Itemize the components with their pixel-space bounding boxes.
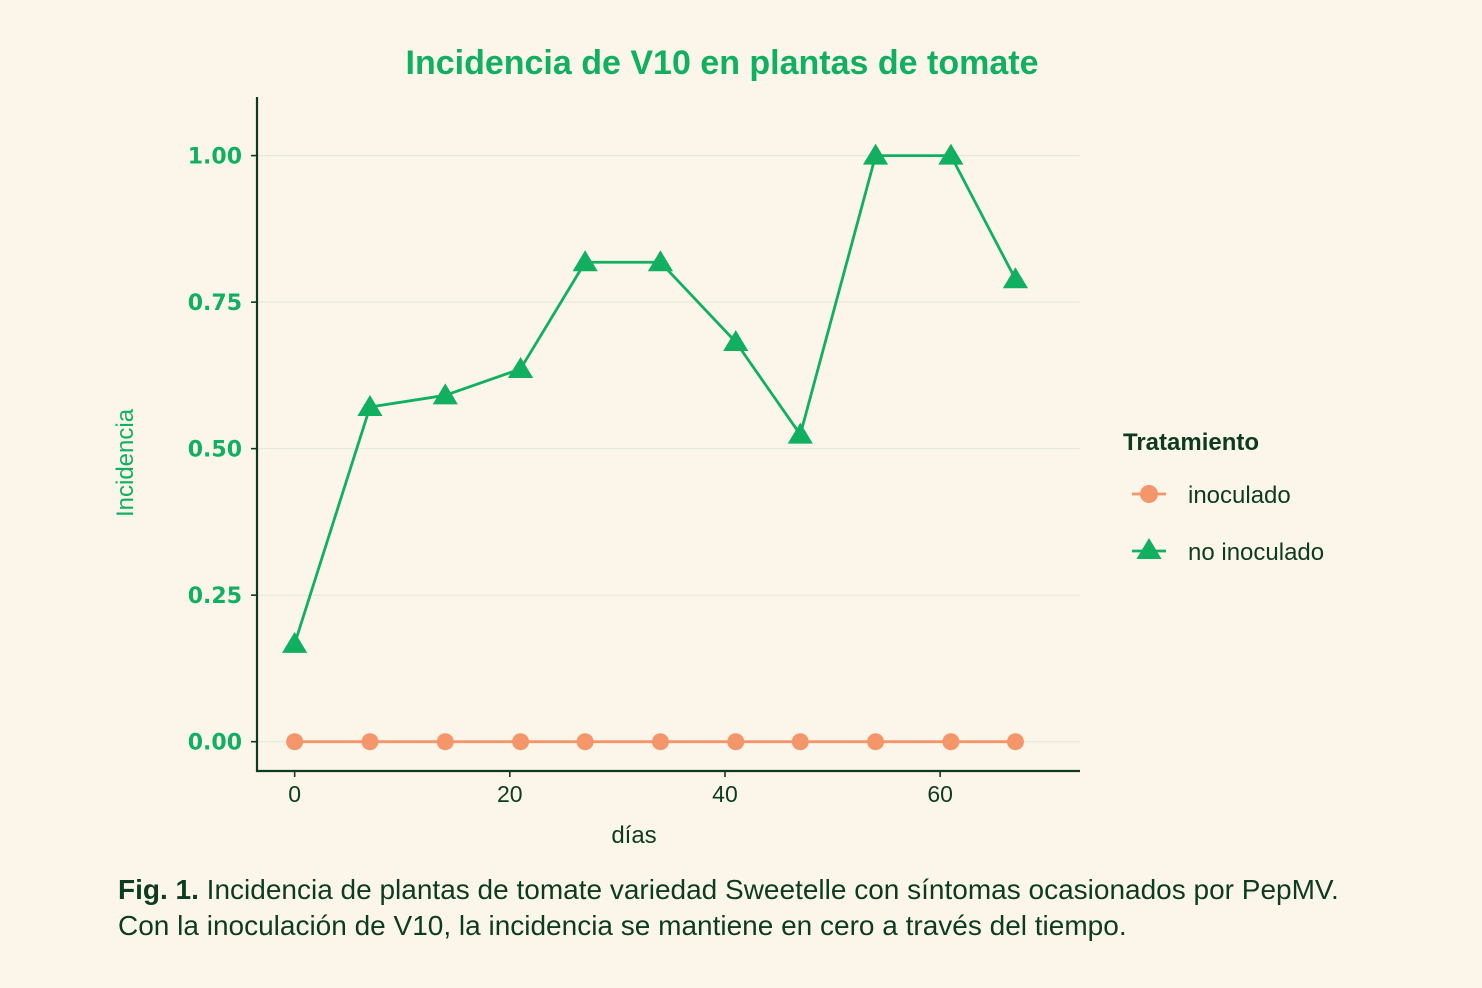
data-point [436, 733, 454, 751]
data-point [576, 733, 594, 751]
legend-marker [1136, 538, 1162, 559]
data-point [357, 395, 383, 417]
y-axis-label: Incidencia [112, 408, 139, 517]
data-point [282, 631, 308, 653]
caption-label: Fig. 1. [118, 874, 199, 905]
x-tick-label: 0 [288, 781, 301, 807]
y-tick-label: 0.00 [188, 731, 242, 756]
data-point [942, 733, 960, 751]
x-tick-label: 40 [712, 781, 738, 807]
data-point [727, 733, 745, 751]
axes [255, 97, 1080, 773]
data-point [1006, 733, 1024, 751]
y-tick-label: 0.75 [188, 291, 242, 316]
data-point [361, 733, 379, 751]
tick-labels: 0.00 0.25 0.50 0.75 1.00 0 20 40 60 [188, 145, 953, 807]
series-line [293, 154, 1017, 645]
x-tick-label: 20 [497, 781, 523, 807]
series-no-inoculado [282, 143, 1029, 653]
figure-caption: Fig. 1. Incidencia de plantas de tomate … [118, 872, 1358, 944]
data-point [647, 250, 674, 272]
data-point [432, 383, 458, 405]
data-point [723, 329, 749, 351]
grid-lines [257, 155, 1080, 743]
legend: Tratamiento inoculado no inoculado [1123, 429, 1324, 566]
data-point [512, 733, 530, 751]
data-point [787, 422, 813, 444]
x-axis-label: días [611, 822, 656, 849]
data-point [1002, 267, 1029, 289]
y-tick-label: 1.00 [188, 145, 242, 170]
caption-text: Incidencia de plantas de tomate variedad… [118, 874, 1339, 941]
series-inoculado [286, 733, 1024, 751]
legend-marker [1140, 485, 1158, 503]
x-tick-label: 60 [927, 781, 953, 807]
legend-item: no inoculado [1132, 538, 1324, 566]
legend-label: inoculado [1188, 482, 1291, 509]
chart-title: Incidencia de V10 en plantas de tomate [406, 44, 1039, 82]
legend-title: Tratamiento [1123, 429, 1259, 456]
data-point [862, 143, 889, 165]
data-point [286, 733, 304, 751]
data-point [507, 356, 534, 378]
data-point [791, 733, 809, 751]
legend-label: no inoculado [1188, 539, 1324, 566]
data-point [651, 733, 669, 751]
data-series [282, 143, 1029, 751]
data-point [867, 733, 885, 751]
y-tick-label: 0.50 [188, 438, 242, 463]
data-point [938, 143, 964, 165]
incidence-line-chart: Incidencia de V10 en plantas de tomate 0… [112, 44, 1324, 849]
y-tick-label: 0.25 [188, 584, 242, 609]
legend-item: inoculado [1132, 482, 1291, 509]
data-point [572, 250, 598, 272]
